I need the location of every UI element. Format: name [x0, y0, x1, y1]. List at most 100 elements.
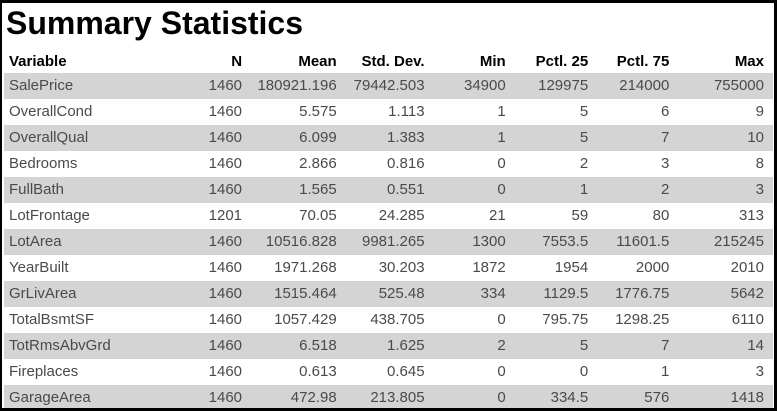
- value-cell: 0.645: [387, 363, 425, 380]
- value-cell: 1298.25: [615, 311, 670, 328]
- value-cell: 6.518: [299, 337, 337, 354]
- value-cell: 2.866: [299, 155, 337, 172]
- value-cell: 24.285: [378, 207, 425, 224]
- table-row: FullBath 1460 1.565 0.551 0 1 2 3: [4, 177, 773, 203]
- value-cell: 1418: [730, 389, 764, 406]
- value-cell: 438.705: [370, 311, 425, 328]
- value-cell: 1057.429: [274, 311, 337, 328]
- value-cell: 8: [755, 155, 764, 172]
- value-cell: 5.575: [299, 103, 337, 120]
- value-cell: 0: [497, 181, 506, 198]
- value-cell: 3: [755, 181, 764, 198]
- value-cell: 213.805: [370, 389, 425, 406]
- column-header-variable: Variable: [9, 53, 67, 70]
- value-cell: 3: [755, 363, 764, 380]
- value-cell: 1460: [208, 285, 243, 302]
- variable-name-cell: YearBuilt: [9, 259, 69, 276]
- table-row: SalePrice 1460 180921.196 79442.503 34900 129…: [4, 73, 773, 99]
- value-cell: 5: [579, 129, 589, 146]
- table-row: Bedrooms 1460 2.866 0.816 0 2 3 8: [4, 151, 773, 177]
- value-cell: 1201: [208, 207, 243, 224]
- value-cell: 1971.268: [274, 259, 337, 276]
- value-cell: 334: [480, 285, 506, 302]
- value-cell: 10516.828: [265, 233, 337, 250]
- summary-statistics-table: Variable N Mean Std. Dev. Min Pctl. 25 Pctl. 7…: [4, 48, 773, 408]
- value-cell: 2: [497, 337, 506, 354]
- table-header-row: Variable N Mean Std. Dev. Min Pctl. 25 Pctl. 7…: [4, 48, 773, 73]
- variable-name-cell: TotalBsmtSF: [9, 311, 95, 328]
- value-cell: 1: [497, 103, 506, 120]
- value-cell: 2000: [635, 259, 670, 276]
- variable-name-cell: GrLivArea: [9, 285, 77, 302]
- table-header: Variable N Mean Std. Dev. Min Pctl. 25 Pctl. 7…: [4, 48, 773, 73]
- value-cell: 1: [497, 129, 506, 146]
- value-cell: 1515.464: [274, 285, 337, 302]
- value-cell: 1460: [208, 181, 243, 198]
- value-cell: 214000: [619, 77, 670, 94]
- column-header-mean: Mean: [298, 53, 337, 70]
- value-cell: 472.98: [290, 389, 337, 406]
- variable-name-cell: Fireplaces: [9, 363, 79, 380]
- value-cell: 1: [579, 181, 589, 198]
- value-cell: 1460: [208, 259, 243, 276]
- variable-name-cell: SalePrice: [9, 77, 74, 94]
- value-cell: 7: [660, 337, 670, 354]
- value-cell: 2: [660, 181, 670, 198]
- variable-name-cell: LotFrontage: [9, 207, 90, 224]
- variable-name-cell: Bedrooms: [9, 155, 78, 172]
- value-cell: 10: [747, 129, 764, 146]
- table-row: OverallQual 1460 6.099 1.383 1 5 7 10: [4, 125, 773, 151]
- value-cell: 1.625: [387, 337, 425, 354]
- column-header-pctl-25: Pctl. 25: [535, 53, 589, 70]
- value-cell: 576: [644, 389, 670, 406]
- table-row: OverallCond 1460 5.575 1.113 1 5 6 9: [4, 99, 773, 125]
- value-cell: 21: [489, 207, 506, 224]
- value-cell: 5: [579, 337, 589, 354]
- value-cell: 14: [747, 337, 764, 354]
- value-cell: 2: [579, 155, 589, 172]
- value-cell: 34900: [463, 77, 506, 94]
- value-cell: 5: [579, 103, 589, 120]
- value-cell: 1.113: [388, 103, 425, 120]
- column-header-pctl-75: Pctl. 75: [616, 53, 670, 70]
- value-cell: 180921.196: [257, 77, 337, 94]
- value-cell: 755000: [713, 77, 764, 94]
- table-row: LotArea 1460 10516.828 9981.265 1300 7553.5 11…: [4, 229, 773, 255]
- value-cell: 313: [738, 207, 764, 224]
- value-cell: 1460: [208, 77, 243, 94]
- value-cell: 5642: [730, 285, 764, 302]
- value-cell: 0.613: [299, 363, 337, 380]
- value-cell: 1129.5: [543, 285, 589, 302]
- value-cell: 795.75: [542, 311, 589, 328]
- value-cell: 59: [571, 207, 589, 224]
- value-cell: 0.551: [387, 181, 425, 198]
- value-cell: 7: [660, 129, 670, 146]
- value-cell: 1: [660, 363, 670, 380]
- value-cell: 525.48: [378, 285, 425, 302]
- value-cell: 6110: [731, 311, 764, 328]
- table-row: Fireplaces 1460 0.613 0.645 0 0 1 3: [4, 359, 773, 385]
- table-row: LotFrontage 1201 70.05 24.285 21 59 80 313: [4, 203, 773, 229]
- value-cell: 0.816: [387, 155, 425, 172]
- value-cell: 1460: [208, 129, 243, 146]
- table-row: YearBuilt 1460 1971.268 30.203 1872 1954 2000 2…: [4, 255, 773, 281]
- value-cell: 1300: [472, 233, 506, 250]
- variable-name-cell: OverallCond: [9, 103, 93, 120]
- value-cell: 129975: [538, 77, 589, 94]
- value-cell: 80: [652, 207, 670, 224]
- value-cell: 0: [497, 389, 506, 406]
- variable-name-cell: FullBath: [9, 181, 65, 198]
- value-cell: 1.565: [299, 181, 337, 198]
- value-cell: 1460: [208, 103, 243, 120]
- value-cell: 9: [755, 103, 764, 120]
- value-cell: 1460: [208, 337, 243, 354]
- value-cell: 0: [497, 311, 506, 328]
- table-row: GrLivArea 1460 1515.464 525.48 334 1129.5 1776…: [4, 281, 773, 307]
- value-cell: 6.099: [299, 129, 337, 146]
- value-cell: 1460: [208, 389, 243, 406]
- column-header-min: Min: [479, 53, 506, 70]
- value-cell: 1460: [208, 363, 243, 380]
- value-cell: 1872: [472, 259, 506, 276]
- page-title: Summary Statistics: [6, 5, 304, 41]
